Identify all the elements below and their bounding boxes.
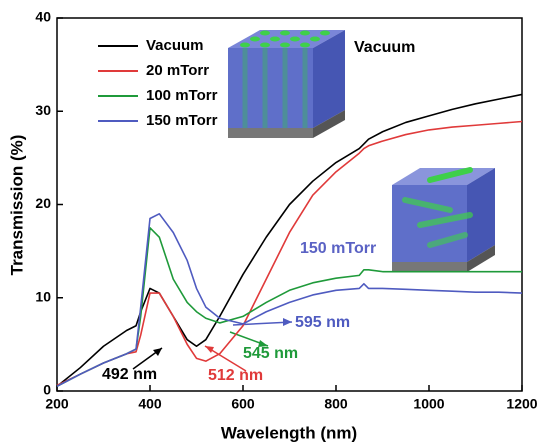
annotation: Vacuum [354,39,415,56]
y-tick-label: 10 [35,288,51,304]
line-series [56,213,523,388]
x-tick-label: 1000 [413,396,444,412]
y-tick-label: 30 [35,102,51,118]
inset-vacuum [228,30,345,138]
annotation: 492 nm [102,366,157,383]
legend-label: Vacuum [146,37,204,54]
y-tick-label: 0 [43,382,51,398]
legend-label: 150 mTorr [146,112,218,129]
annotation: 545 nm [243,345,298,362]
x-tick-label: 800 [324,396,348,412]
legend-label: 20 mTorr [146,62,209,79]
inset-150mtorr [392,167,495,272]
y-tick-label: 40 [35,9,51,25]
x-tick-label: 200 [45,396,69,412]
annotation: 595 nm [295,314,350,331]
y-axis-title: Transmission (%) [7,135,26,276]
line-series [56,93,523,387]
x-axis-title: Wavelength (nm) [221,423,357,442]
y-tick-label: 20 [35,195,51,211]
x-tick-label: 400 [138,396,162,412]
line-series [56,120,523,387]
x-tick-label: 1200 [506,396,537,412]
legend-label: 100 mTorr [146,87,218,104]
annotation: 150 mTorr [300,240,376,257]
x-tick-label: 600 [231,396,255,412]
annotation: 512 nm [208,367,263,384]
